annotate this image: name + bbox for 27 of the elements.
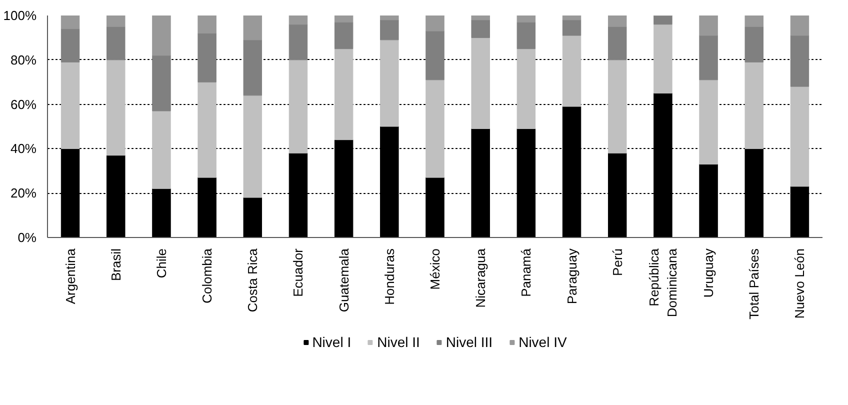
x-tick-label: Brasil xyxy=(108,248,124,282)
legend-label: Nivel II xyxy=(377,334,420,350)
x-tick-label: Chile xyxy=(154,248,169,278)
x-tick-label: Colombia xyxy=(200,248,215,304)
legend-label: Nivel IV xyxy=(518,334,567,350)
x-tick-label: Nicaragua xyxy=(473,248,488,308)
x-tick-label: Costa Rica xyxy=(245,248,260,312)
y-tick-label: 100% xyxy=(3,8,37,23)
x-tick-label: Paraguay xyxy=(564,248,580,304)
x-tick-label: México xyxy=(428,248,442,290)
x-tick-label: Nuevo León xyxy=(792,248,808,319)
x-tick-label: Uruguay xyxy=(701,248,716,298)
x-tick-label: Total Países xyxy=(746,248,762,320)
x-tick-label: Perú xyxy=(610,248,625,276)
y-tick-label: 20% xyxy=(10,186,37,201)
y-tick-label: 60% xyxy=(10,96,37,112)
y-tick-label: 80% xyxy=(10,52,37,68)
legend-label: Nivel I xyxy=(312,334,352,350)
x-tick-label: Panamá xyxy=(518,248,534,297)
x-tick-label: Argentina xyxy=(62,248,78,304)
x-tick-label: República Dominicana xyxy=(646,248,680,318)
y-tick-label: 40% xyxy=(10,141,37,156)
x-tick-label: Honduras xyxy=(382,248,397,305)
y-tick-label: 0% xyxy=(18,230,37,245)
legend-label: Nivel III xyxy=(446,334,493,350)
x-tick-label: Guatemala xyxy=(336,248,352,312)
x-tick-label: Ecuador xyxy=(290,248,306,297)
